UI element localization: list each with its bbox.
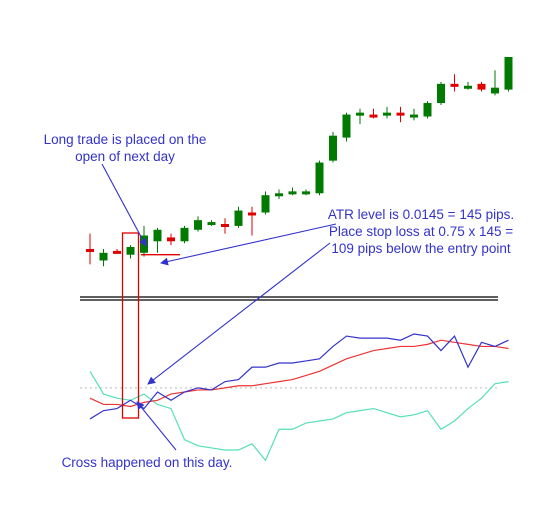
annotation-overlay [101, 163, 337, 451]
long-trade-arrow [101, 163, 147, 247]
candle-body [302, 191, 310, 195]
candle-body [383, 112, 391, 116]
candle-body [180, 227, 189, 242]
candle-body [167, 237, 175, 242]
indicator-panel [80, 333, 509, 462]
candle-body [99, 252, 108, 261]
candle-body [491, 87, 499, 94]
candle-body [342, 114, 351, 138]
candle-body [315, 162, 324, 194]
candle-body [477, 83, 486, 90]
plus-di-line [89, 333, 509, 420]
price-panel [86, 56, 513, 267]
candle-body [234, 210, 243, 226]
candle-body [437, 83, 445, 104]
cross-day-highlight-box [121, 232, 140, 419]
candle-body [450, 83, 459, 87]
candle-body [86, 248, 94, 252]
panel-separator [80, 296, 498, 301]
candle-body [153, 229, 162, 242]
candle-body [194, 220, 202, 230]
candle-body [369, 114, 378, 118]
stop-loss-arrow [160, 223, 337, 266]
candle-body [261, 195, 270, 213]
long-trade-annotation: Long trade is placed on the open of next… [43, 132, 207, 164]
candle-body [248, 212, 256, 216]
candle-body [207, 222, 216, 226]
candle-body [504, 56, 513, 90]
candle-body [423, 103, 432, 117]
candle-body [221, 224, 229, 227]
cross-day-arrow [136, 401, 177, 451]
atr-stop-loss-annotation: ATR level is 0.0145 = 145 pips. Place st… [327, 207, 515, 256]
candle-body [126, 247, 135, 255]
candle-body [275, 193, 283, 197]
adx-line [89, 339, 509, 408]
minus-di-line [89, 370, 509, 462]
atr-arrow [147, 242, 331, 385]
candle-body [464, 85, 472, 89]
candle-body [113, 250, 121, 254]
cross-day-annotation: Cross happened on this day. [61, 455, 233, 470]
candle-body [288, 191, 297, 195]
candle-body [329, 135, 337, 161]
candle-body [356, 112, 364, 116]
candle-body [396, 112, 405, 116]
candle-body [410, 114, 418, 118]
